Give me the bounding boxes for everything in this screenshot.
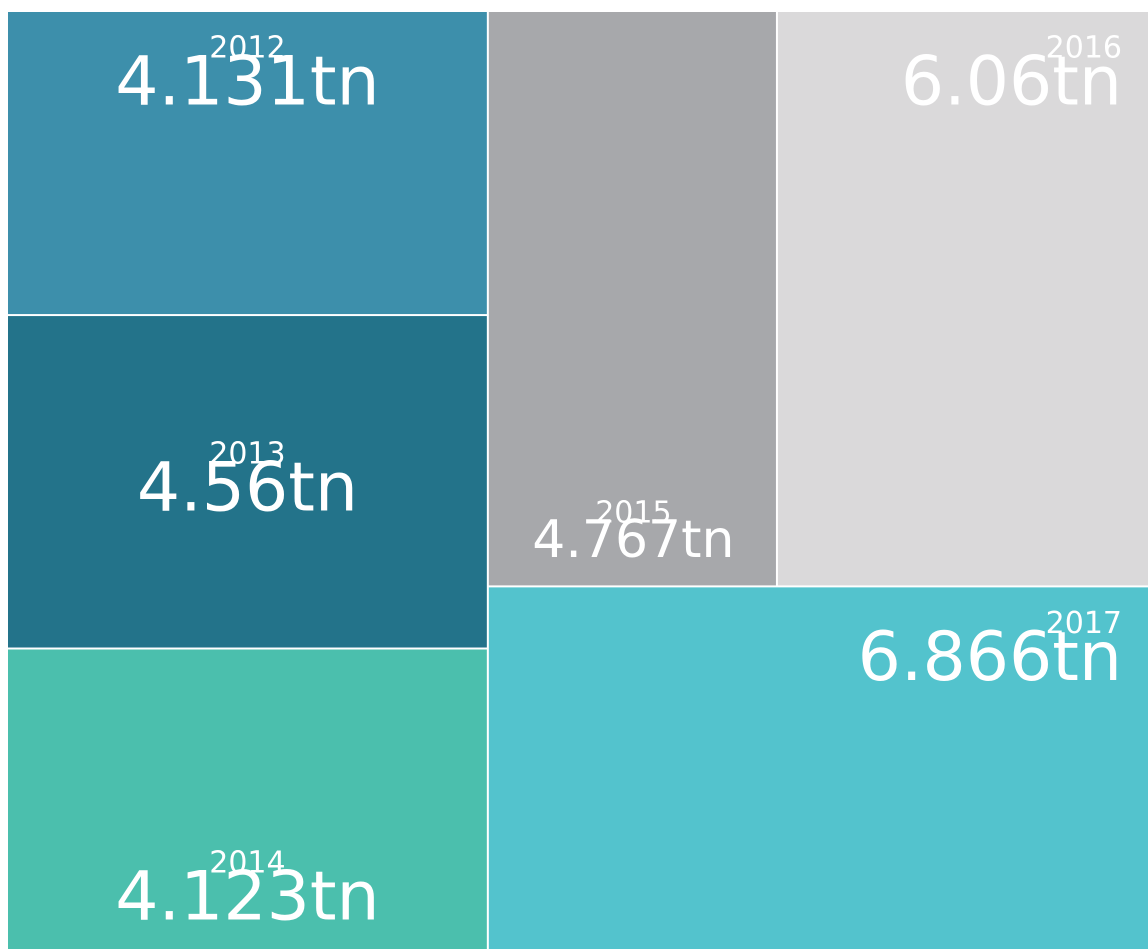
tile-label: 2012 bbox=[209, 31, 285, 66]
tile bbox=[8, 12, 487, 315]
tile-label: 2015 bbox=[595, 496, 671, 531]
tile-label: 2014 bbox=[209, 846, 285, 881]
tile bbox=[777, 12, 1148, 586]
tile-label: 2017 bbox=[1046, 606, 1122, 641]
tile-value: 4.767tn bbox=[532, 510, 734, 570]
tile bbox=[488, 12, 776, 586]
tile-label: 2016 bbox=[1046, 31, 1122, 66]
tile-value: 4.56tn bbox=[137, 448, 358, 527]
tile bbox=[488, 587, 1148, 949]
tile-value: 4.131tn bbox=[115, 42, 379, 121]
tile-value: 6.866tn bbox=[858, 618, 1122, 697]
tile bbox=[8, 316, 487, 648]
tile bbox=[8, 649, 487, 949]
tile-value: 6.06tn bbox=[901, 42, 1122, 121]
tile-label: 2013 bbox=[209, 436, 285, 471]
tile-value: 4.123tn bbox=[115, 858, 379, 937]
